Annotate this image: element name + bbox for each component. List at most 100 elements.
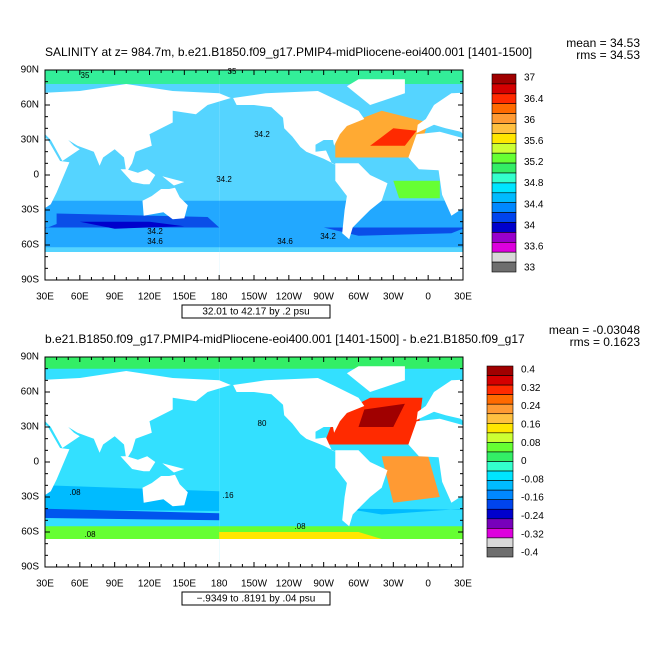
- land: [162, 463, 185, 473]
- land: [45, 371, 231, 460]
- colorbar-box: [486, 451, 514, 462]
- colorbar-box: [486, 394, 514, 405]
- lon-label: 180: [211, 579, 228, 590]
- colorbar-box: [486, 413, 514, 424]
- lat-label: 30S: [21, 205, 39, 216]
- contour-label: .08: [84, 530, 96, 539]
- colorbar-label: 0.16: [521, 420, 541, 431]
- contour-label: 34.6: [147, 237, 163, 246]
- lon-label: 150E: [173, 292, 197, 303]
- colorbar-box: [486, 547, 514, 558]
- ocean-field: [219, 532, 382, 539]
- colorbar-label: 34.4: [524, 199, 544, 210]
- colorbar-box: [486, 384, 514, 395]
- lat-label: 30N: [21, 135, 39, 146]
- contour-label: 35: [81, 71, 90, 80]
- ocean-field: [45, 357, 220, 369]
- colorbar-label: 34.8: [524, 178, 544, 189]
- colorbar-label: 35.6: [524, 136, 544, 147]
- colorbar-box: [486, 489, 514, 500]
- colorbar-box: [486, 508, 514, 520]
- land: [120, 169, 156, 185]
- panel-title: SALINITY at z= 984.7m, b.e21.B1850.f09_g…: [45, 45, 532, 59]
- lon-label: 120E: [138, 292, 162, 303]
- lat-label: 60N: [21, 387, 39, 398]
- lat-label: 30S: [21, 492, 39, 503]
- land: [45, 138, 70, 209]
- colorbar-box: [491, 143, 517, 154]
- lon-label: 30E: [454, 292, 472, 303]
- lon-label: 30E: [454, 579, 472, 590]
- colorbar-label: 0.08: [521, 438, 541, 449]
- contour-info: −.9349 to .8191 by .04 psu: [197, 594, 316, 605]
- colorbar-box: [486, 470, 514, 481]
- lat-label: 60S: [21, 527, 39, 538]
- colorbar-label: 0: [521, 456, 527, 467]
- lon-label: 60E: [71, 292, 89, 303]
- contour-label: .08: [69, 488, 81, 497]
- lat-label: 90S: [21, 562, 39, 573]
- colorbar-label: 0.32: [521, 383, 541, 394]
- lon-label: 30W: [383, 579, 404, 590]
- ocean-field: [79, 221, 185, 229]
- colorbar-box: [491, 162, 517, 174]
- colorbar-box: [491, 202, 517, 213]
- mean-label: mean = 34.53: [566, 36, 640, 50]
- lon-label: 90E: [106, 579, 124, 590]
- lat-label: 90S: [21, 275, 39, 286]
- lat-label: 0: [33, 457, 39, 468]
- lon-label: 90W: [313, 579, 334, 590]
- lat-label: 90N: [21, 65, 39, 76]
- contour-label: 34.2: [147, 227, 163, 236]
- lon-label: 120W: [276, 292, 303, 303]
- map: [45, 70, 463, 280]
- ocean-field: [219, 200, 463, 248]
- land: [408, 131, 463, 216]
- contour-label: 34.2: [254, 130, 270, 139]
- lon-label: 30E: [36, 292, 54, 303]
- colorbar-box: [486, 365, 514, 376]
- contour-label: 34.2: [216, 175, 232, 184]
- colorbar-label: -0.24: [521, 511, 544, 522]
- panel-title: b.e21.B1850.f09_g17.PMIP4-midPliocene-eo…: [45, 332, 525, 346]
- colorbar-label: -0.4: [521, 548, 539, 559]
- ocean-field: [381, 456, 440, 503]
- colorbar-label: 0.24: [521, 401, 541, 412]
- land: [45, 252, 220, 280]
- colorbar-box: [491, 222, 517, 233]
- ocean-field: [45, 70, 220, 84]
- lat-label: 90N: [21, 352, 39, 363]
- colorbar-box: [491, 182, 517, 194]
- lon-label: 60W: [348, 292, 369, 303]
- lon-label: 150W: [241, 292, 268, 303]
- land: [219, 252, 463, 280]
- lat-label: 30N: [21, 422, 39, 433]
- colorbar-box: [491, 251, 517, 263]
- lon-label: 120W: [276, 579, 303, 590]
- colorbar-box: [491, 152, 517, 164]
- colorbar-box: [491, 103, 517, 114]
- colorbar-box: [486, 442, 514, 453]
- colorbar-box: [491, 73, 517, 85]
- land: [416, 379, 463, 422]
- colorbar-box: [486, 403, 514, 415]
- lon-label: 150W: [241, 579, 268, 590]
- land: [45, 84, 231, 173]
- land: [233, 378, 365, 453]
- map: [45, 357, 463, 567]
- contour-label: 34.2: [320, 232, 336, 241]
- contour-label: .16: [222, 491, 234, 500]
- land: [120, 456, 156, 472]
- rms-label: rms = 34.53: [576, 48, 640, 62]
- lon-label: 90W: [313, 292, 334, 303]
- ocean-field: [393, 180, 440, 199]
- land: [219, 539, 463, 567]
- colorbar-box: [491, 172, 517, 184]
- lon-label: 120E: [138, 579, 162, 590]
- lat-label: 60S: [21, 240, 39, 251]
- colorbar-label: 36: [524, 115, 536, 126]
- lat-label: 60N: [21, 100, 39, 111]
- ocean-field: [335, 110, 429, 158]
- ocean-field: [370, 128, 417, 146]
